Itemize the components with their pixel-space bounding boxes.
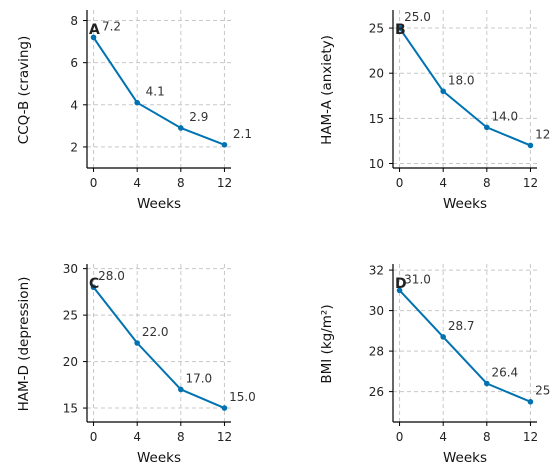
- series-line-c: [92, 286, 225, 409]
- data-label: 12.0: [535, 127, 550, 141]
- data-label: 28.7: [448, 319, 475, 333]
- panel-c: 0 4 8 12 15 20 25 30 Weeks HAM-D (depression) 28.0…: [16, 262, 256, 466]
- x-tick-label: 12: [217, 176, 232, 190]
- y-tick-label: 4: [70, 98, 78, 112]
- panel-letter-c: C: [89, 276, 99, 292]
- panel-letter-d: D: [395, 276, 407, 292]
- data-label: 28.0: [98, 269, 125, 283]
- y-tick-label: 15: [63, 402, 78, 416]
- series-line-a: [92, 36, 225, 146]
- data-point: [396, 25, 403, 31]
- x-tick-label: 4: [439, 176, 447, 190]
- panel-b: 0 4 8 12 10 15 20 25 Weeks HAM-A (anxiety) 25.0 18.…: [319, 10, 550, 212]
- data-label: 25.5: [535, 384, 550, 398]
- data-point: [396, 287, 403, 294]
- y-tick-label: 6: [70, 56, 78, 70]
- panel-d: 0 4 8 12 26 28 30 32 Weeks BMI (kg/m²) 31.0 28.7 26.…: [319, 264, 550, 466]
- y-tick-label: 32: [369, 264, 384, 278]
- data-label: 18.0: [448, 73, 475, 87]
- x-axis-label-d: Weeks: [443, 450, 487, 466]
- data-point: [484, 380, 490, 387]
- data-point: [440, 334, 446, 340]
- data-label: 4.1: [146, 85, 165, 99]
- gridlines-c: [87, 264, 231, 422]
- y-tick-label: 20: [63, 355, 78, 369]
- data-label: 25.0: [404, 10, 431, 24]
- y-tick-label: 25: [369, 22, 384, 36]
- gridlines-a: [87, 10, 231, 168]
- x-tick-label: 8: [177, 430, 185, 444]
- data-label: 7.2: [102, 19, 121, 33]
- data-point: [221, 142, 228, 148]
- y-axis-label-b: HAM-A (anxiety): [319, 35, 335, 145]
- data-label: 15.0: [229, 390, 256, 404]
- x-tick-label: 4: [439, 430, 447, 444]
- data-point: [440, 88, 446, 95]
- y-tick-label: 26: [369, 385, 384, 399]
- x-axis-label-b: Weeks: [443, 196, 487, 212]
- data-label: 14.0: [491, 109, 518, 123]
- y-tick-label: 25: [63, 309, 78, 323]
- data-label: 2.9: [189, 110, 208, 124]
- y-tick-label: 20: [369, 67, 384, 81]
- data-label: 31.0: [404, 272, 431, 286]
- y-tick-label: 30: [63, 262, 78, 276]
- data-label: 2.1: [233, 127, 252, 141]
- x-tick-label: 8: [177, 176, 185, 190]
- x-tick-label: 8: [483, 430, 491, 444]
- series-line-d: [398, 289, 531, 403]
- x-tick-label: 0: [90, 176, 98, 190]
- x-tick-label: 12: [217, 430, 232, 444]
- panel-letter-a: A: [89, 22, 100, 38]
- y-tick-label: 10: [369, 157, 384, 171]
- x-tick-label: 8: [483, 176, 491, 190]
- y-tick-label: 8: [70, 14, 78, 28]
- data-label: 26.4: [491, 366, 518, 380]
- data-label: 17.0: [185, 371, 212, 385]
- series-line-b: [398, 27, 531, 147]
- data-point: [90, 34, 97, 41]
- x-tick-label: 0: [90, 430, 98, 444]
- y-axis-label-d: BMI (kg/m²): [319, 304, 335, 383]
- x-axis-label-a: Weeks: [137, 196, 181, 212]
- x-tick-label: 12: [523, 430, 538, 444]
- data-point: [527, 142, 534, 149]
- y-axis-label-a: CCQ-B (craving): [16, 36, 32, 144]
- panel-letter-b: B: [395, 22, 406, 38]
- y-tick-label: 30: [369, 304, 384, 318]
- gridlines-d: [393, 264, 537, 422]
- data-label: 22.0: [142, 325, 169, 339]
- data-point: [527, 398, 534, 405]
- data-point: [484, 124, 490, 131]
- y-axis-label-c: HAM-D (depression): [16, 277, 32, 412]
- y-tick-label: 28: [369, 345, 384, 359]
- y-tick-label: 15: [369, 112, 384, 126]
- y-tick-label: 2: [70, 140, 78, 154]
- data-point: [134, 99, 140, 106]
- data-point: [134, 340, 140, 346]
- x-tick-label: 4: [133, 430, 141, 444]
- x-tick-label: 4: [133, 176, 141, 190]
- x-axis-label-c: Weeks: [137, 450, 181, 466]
- x-tick-label: 0: [396, 430, 404, 444]
- data-point: [178, 386, 184, 393]
- gridlines-b: [393, 10, 537, 168]
- panel-a: 0 4 8 12 2 4 6 8 Weeks CCQ-B (craving) 7.2 4.1 2.9 2.…: [16, 10, 252, 212]
- data-point: [221, 405, 228, 411]
- x-tick-label: 0: [396, 176, 404, 190]
- x-tick-label: 12: [523, 176, 538, 190]
- data-point: [178, 125, 184, 131]
- data-point: [90, 284, 97, 291]
